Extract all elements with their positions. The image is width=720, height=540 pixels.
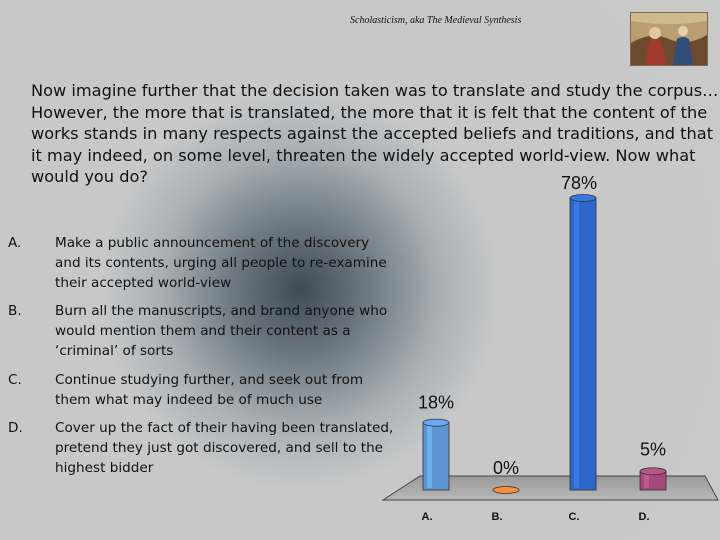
bar-highlight	[427, 424, 432, 488]
bar-cap	[639, 467, 667, 476]
category-label: C.	[569, 511, 580, 523]
data-label: 78%	[561, 173, 597, 193]
bar-1	[422, 422, 450, 491]
category-label: D.	[639, 511, 650, 523]
option-letter: A.	[8, 235, 22, 251]
data-label: 18%	[418, 393, 454, 413]
bar-cap	[422, 418, 450, 427]
category-label: B.	[492, 511, 503, 523]
data-label: 0%	[493, 458, 519, 478]
option-text: Continue studying further, and seek out …	[55, 372, 364, 408]
option-letter: D.	[8, 420, 23, 436]
option-text: Make a public announcement of the discov…	[55, 235, 387, 291]
option-letter: B.	[8, 303, 22, 319]
bar-highlight	[574, 200, 579, 488]
chart-floor	[381, 475, 719, 501]
slide-header-title: Scholasticism, aka The Medieval Synthesi…	[350, 15, 522, 26]
bar-highlight	[644, 473, 649, 488]
painting-thumbnail	[630, 12, 708, 66]
bar-3	[569, 197, 597, 491]
option-text: Burn all the manuscripts, and brand anyo…	[55, 303, 388, 359]
option-letter: C.	[8, 372, 22, 388]
option-text: Cover up the fact of their having been t…	[55, 420, 394, 476]
bar-cap	[569, 194, 597, 202]
bar-cap	[492, 486, 520, 494]
question-text: Now imagine further that the decision ta…	[31, 81, 719, 186]
category-label: A.	[422, 511, 433, 523]
data-label: 5%	[640, 439, 666, 459]
